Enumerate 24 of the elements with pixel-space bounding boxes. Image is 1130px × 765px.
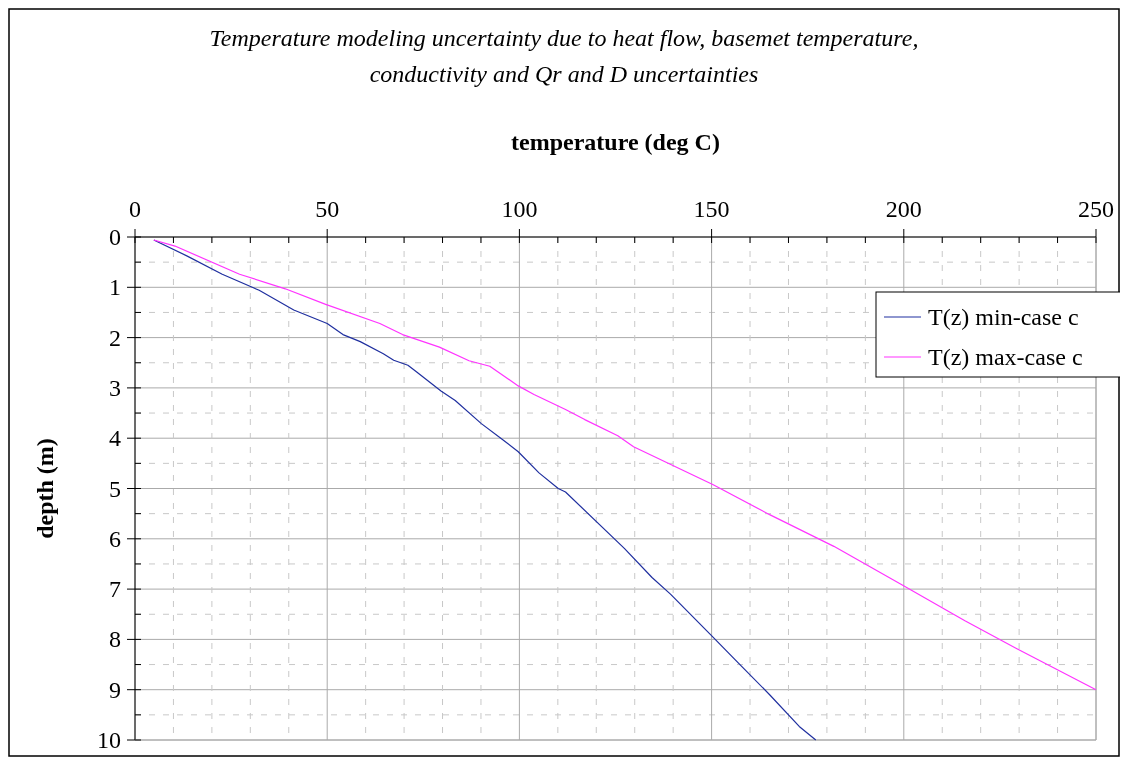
x-tick-label: 50 [315,196,340,222]
y-axis-title: depth (m) [32,438,58,539]
legend-label: T(z) min-case c [928,304,1079,330]
y-tick-label: 6 [109,525,121,552]
y-tick-label: 5 [109,475,121,502]
x-tick-label: 150 [693,196,730,222]
x-tick-label: 100 [501,196,538,222]
x-tick-label: 200 [885,196,922,222]
legend-label: T(z) max-case c [928,344,1083,370]
x-tick-label: 250 [1078,196,1114,222]
line-series [153,239,1097,691]
y-tick-label: 8 [109,626,121,653]
y-tick-label: 1 [109,274,121,301]
y-tick-label: 4 [109,425,121,452]
chart-title: Temperature modeling uncertainty due to heat flow, basemet temperature, conductivity and Qr and D uncertainties [209,25,919,87]
line-series [153,239,817,741]
x-axis-title: temperature (deg C) [511,129,720,155]
y-tick-label: 0 [109,224,121,250]
y-tick-label: 10 [97,727,121,753]
y-tick-label: 9 [109,676,121,703]
y-tick-label: 2 [109,324,121,351]
y-tick-label: 3 [109,374,121,401]
x-tick-label: 0 [129,196,141,222]
y-tick-label: 7 [109,576,121,603]
